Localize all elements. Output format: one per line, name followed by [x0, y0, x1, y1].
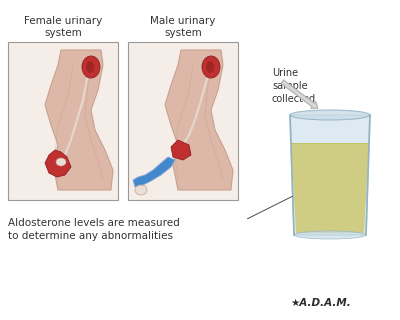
Text: Male urinary
system: Male urinary system: [150, 16, 216, 38]
Ellipse shape: [135, 185, 147, 195]
Polygon shape: [290, 115, 370, 235]
Text: ★A.D.A.M.: ★A.D.A.M.: [290, 298, 351, 308]
Ellipse shape: [56, 158, 66, 166]
Text: Aldosterone levels are measured
to determine any abnormalities: Aldosterone levels are measured to deter…: [8, 218, 180, 241]
Ellipse shape: [290, 110, 370, 120]
Ellipse shape: [82, 56, 100, 78]
FancyBboxPatch shape: [8, 42, 118, 200]
Ellipse shape: [202, 56, 220, 78]
Text: Urine
sample
collected: Urine sample collected: [272, 68, 316, 104]
Ellipse shape: [294, 231, 366, 239]
Polygon shape: [133, 157, 175, 187]
Polygon shape: [45, 50, 113, 190]
Ellipse shape: [86, 61, 94, 73]
Polygon shape: [165, 50, 233, 190]
Text: Female urinary
system: Female urinary system: [24, 16, 102, 38]
Ellipse shape: [206, 61, 214, 73]
FancyBboxPatch shape: [128, 42, 238, 200]
Polygon shape: [171, 140, 191, 160]
Polygon shape: [45, 150, 71, 177]
Polygon shape: [291, 143, 369, 233]
